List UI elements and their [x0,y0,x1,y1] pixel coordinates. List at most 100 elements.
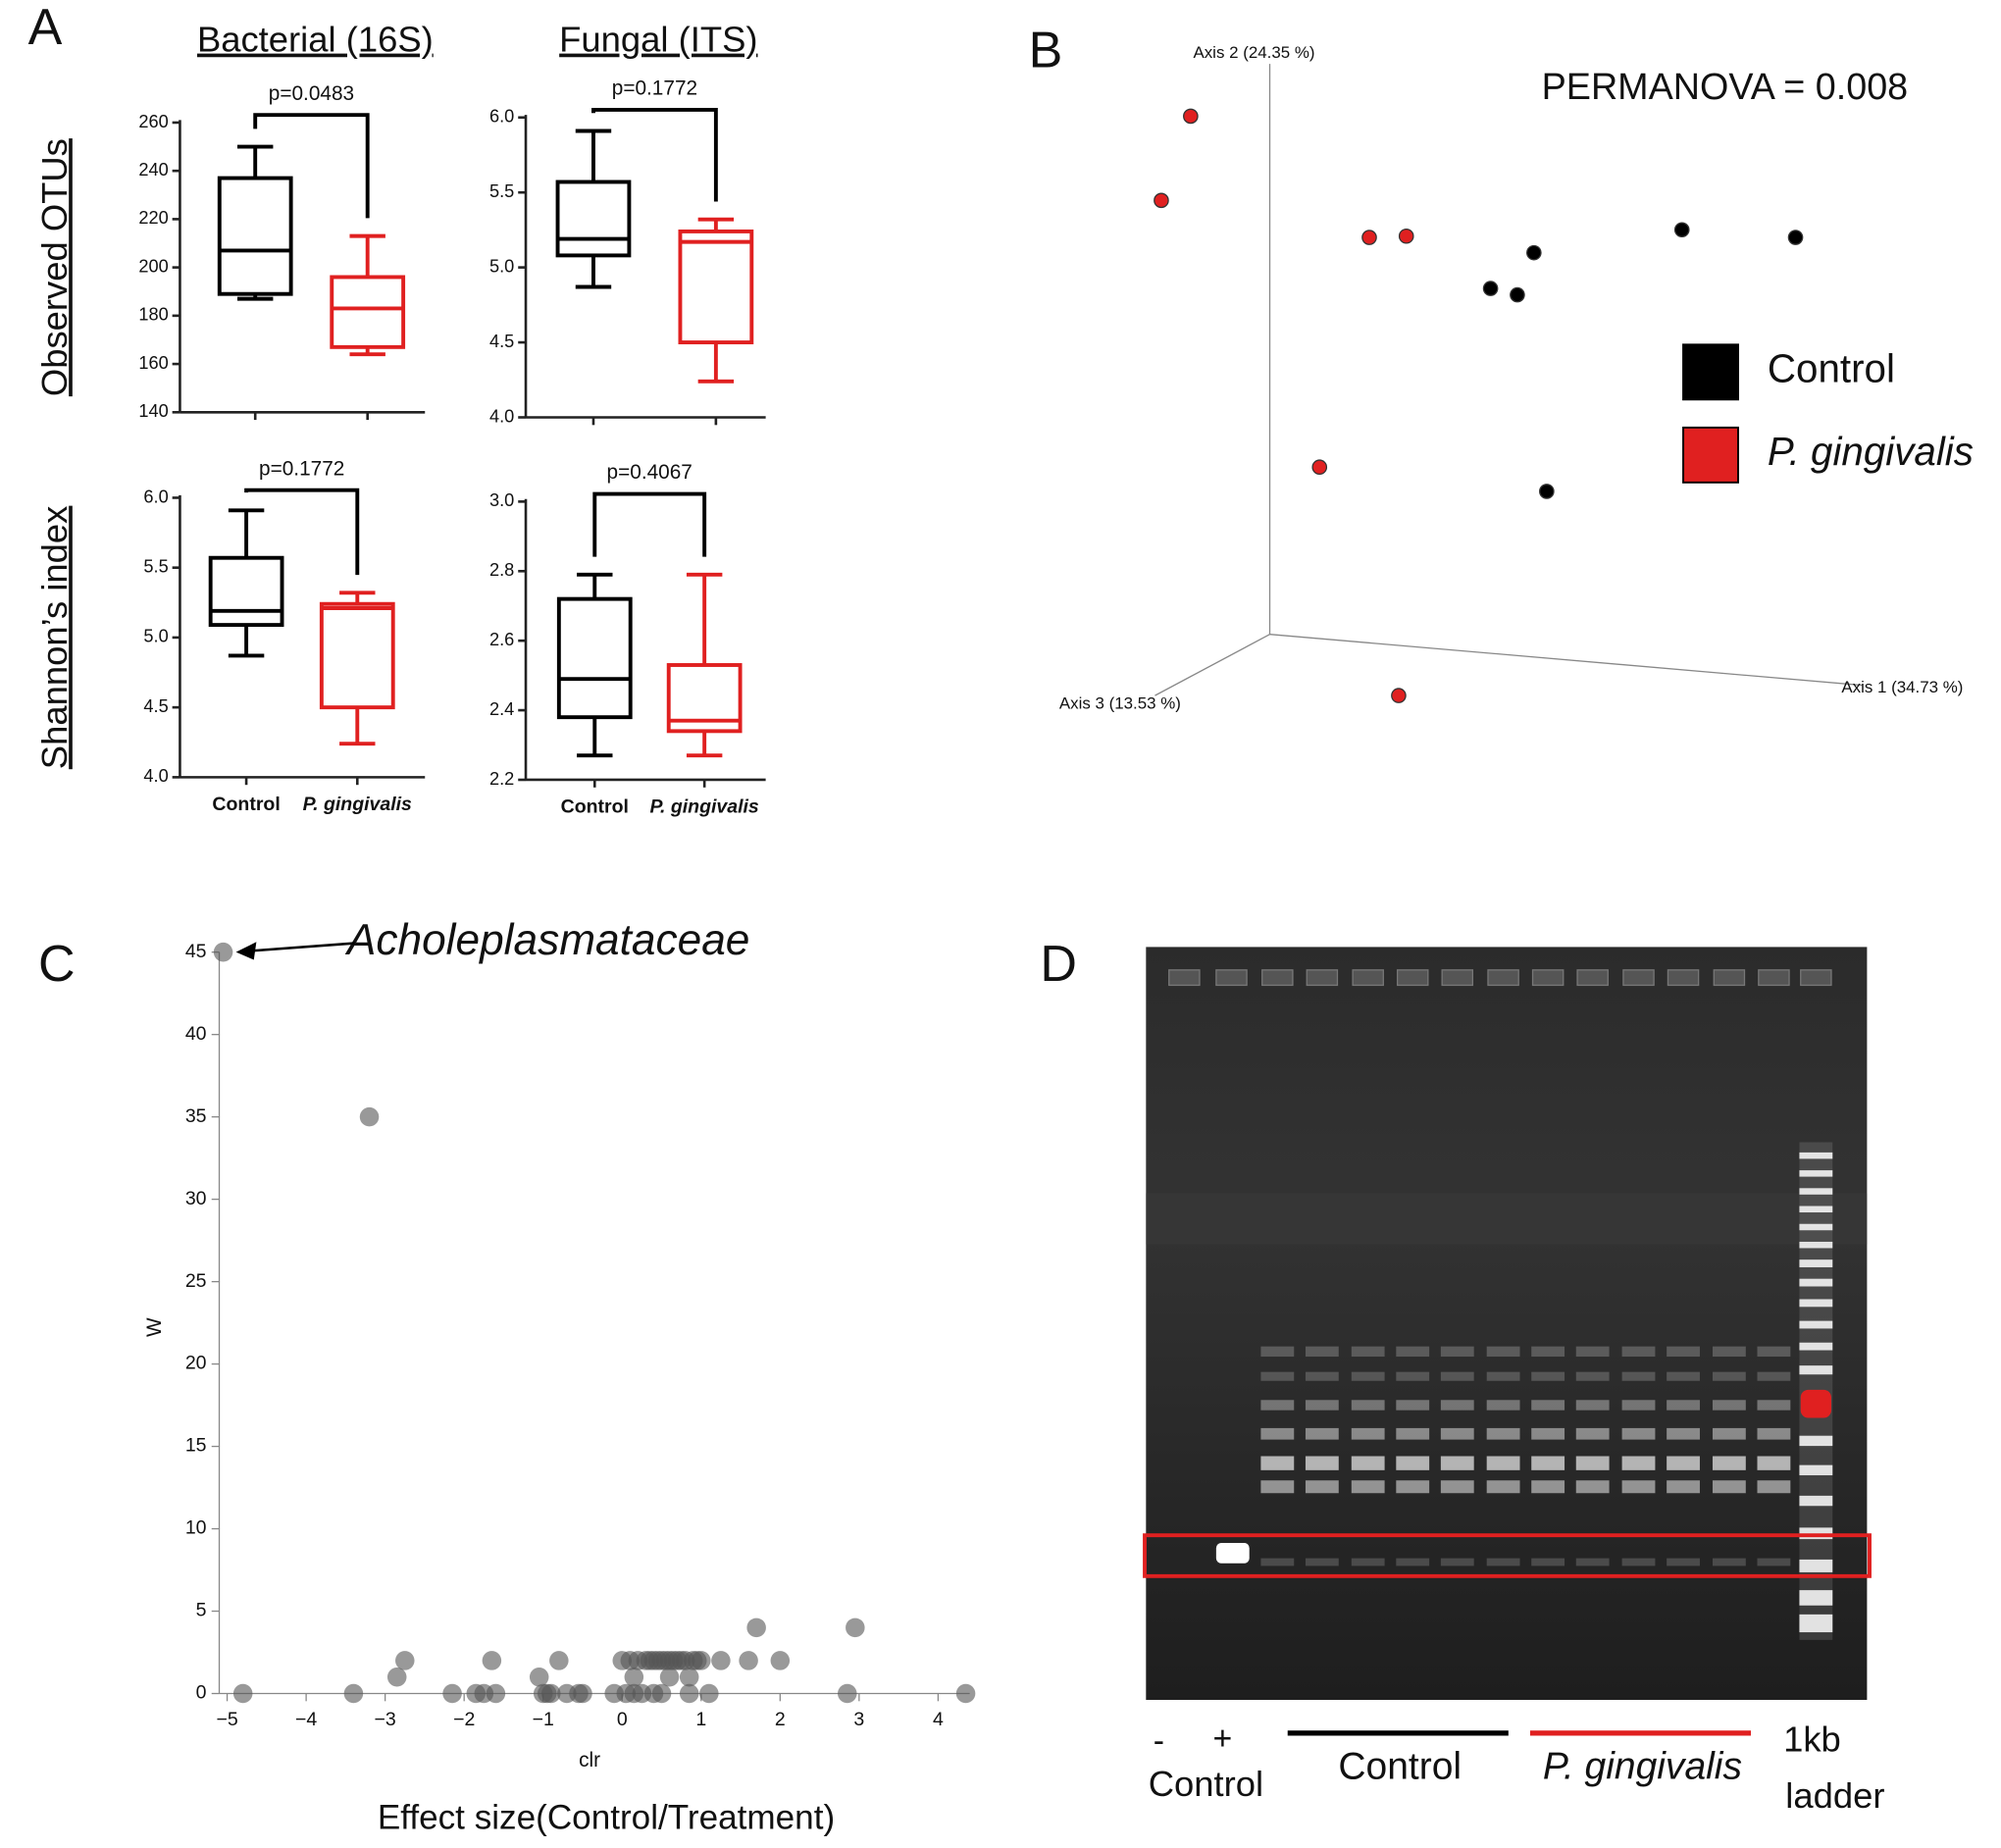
y-tick-label: 140 [138,401,168,421]
group-label: Control [1338,1746,1462,1788]
arrow-head [235,942,257,960]
point [1526,244,1542,261]
point [846,1617,865,1638]
point [770,1651,791,1670]
p-value: p=0.4067 [607,461,693,484]
point [486,1683,506,1704]
category-label: P. gingivalis [303,794,412,815]
category-label: P. gingivalis [650,796,759,818]
point [573,1683,592,1704]
point [746,1617,766,1638]
p-value: p=0.0483 [269,82,354,105]
box [556,596,633,720]
point [739,1651,758,1670]
p-value: p=0.1772 [612,77,697,100]
box [319,601,395,710]
box [217,176,293,296]
point [624,1667,644,1687]
y-tick-label: 220 [138,208,168,228]
y-axis-title: Observed OTUs [34,138,75,396]
y-tick-label: 4.0 [143,766,168,786]
x-tick-label: 3 [853,1709,864,1730]
legend-swatch [1682,343,1739,401]
x-tick-label: −4 [295,1709,317,1730]
point [838,1683,857,1704]
point [1311,459,1328,476]
x-axis-title: clr [579,1749,600,1771]
x-tick-label: 2 [775,1709,786,1730]
pcoa-axes [1154,64,1864,696]
box [678,229,754,345]
y-tick-label: 4.0 [489,406,514,426]
lane-group-label: Control [1149,1764,1263,1804]
significance-bracket [592,491,707,557]
x-tick-label: 4 [933,1709,944,1730]
y-tick-label: 5.0 [489,256,514,276]
ladder-label: ladder [1785,1775,1884,1816]
x-tick-label: 1 [695,1709,706,1730]
point [679,1683,699,1704]
category-label: Control [212,794,280,815]
point [529,1667,549,1687]
box [208,555,284,628]
x-tick-label: −5 [216,1709,237,1730]
point [699,1683,719,1704]
y-tick-label: 2.4 [489,699,514,719]
point [386,1667,407,1687]
y-tick-label: 45 [185,941,207,962]
column-title: Fungal (ITS) [559,20,757,60]
annotation-arrow [251,942,355,952]
x-tick-label: −3 [375,1709,396,1730]
point [679,1667,699,1687]
annotation: PERMANOVA = 0.008 [1542,66,1909,107]
y-tick-label: 5.0 [143,627,168,646]
significance-bracket [253,113,370,219]
y-tick-label: 2.2 [489,769,514,789]
y-tick-label: 180 [138,305,168,325]
y-tick-label: 5.5 [489,181,514,201]
point [541,1683,561,1704]
point [1539,484,1555,499]
legend-swatch [1682,426,1739,484]
point [955,1683,976,1704]
y-tick-label: 30 [185,1188,207,1209]
gel-image [1143,947,1872,1701]
point [1673,222,1690,238]
y-tick-label: 2.8 [489,560,514,580]
significance-bracket [244,488,360,576]
point [213,942,233,962]
y-tick-label: 6.0 [489,107,514,127]
point [1361,230,1377,245]
axis-label: Axis 2 (24.35 %) [1193,43,1314,62]
x-tick-label: −1 [533,1709,554,1730]
ladder-label: 1kb [1783,1720,1841,1760]
column-title: Bacterial (16S) [197,20,434,60]
y-tick-label: 160 [138,353,168,373]
point [1391,688,1407,703]
y-tick-label: 4.5 [143,696,168,716]
group-label: P. gingivalis [1543,1746,1742,1788]
significance-bracket [591,107,718,202]
axis-label: Axis 3 (13.53 %) [1059,694,1181,713]
point [1154,192,1169,209]
y-tick-label: 6.0 [143,487,168,506]
p-value: p=0.1772 [259,457,344,480]
lane-label: - [1154,1722,1164,1760]
y-tick-label: 5 [196,1600,207,1621]
y-tick-label: 4.5 [489,332,514,351]
point [711,1651,731,1670]
point [343,1683,364,1704]
point [549,1651,569,1670]
point [659,1667,680,1687]
point [1183,108,1199,125]
y-tick-label: 40 [185,1023,207,1045]
point [482,1651,502,1670]
box [555,180,632,258]
point [1398,228,1414,244]
y-tick-label: 10 [185,1517,207,1539]
y-tick-label: 35 [185,1105,207,1127]
category-label: Control [561,796,629,818]
x-tick-label: −2 [453,1709,475,1730]
